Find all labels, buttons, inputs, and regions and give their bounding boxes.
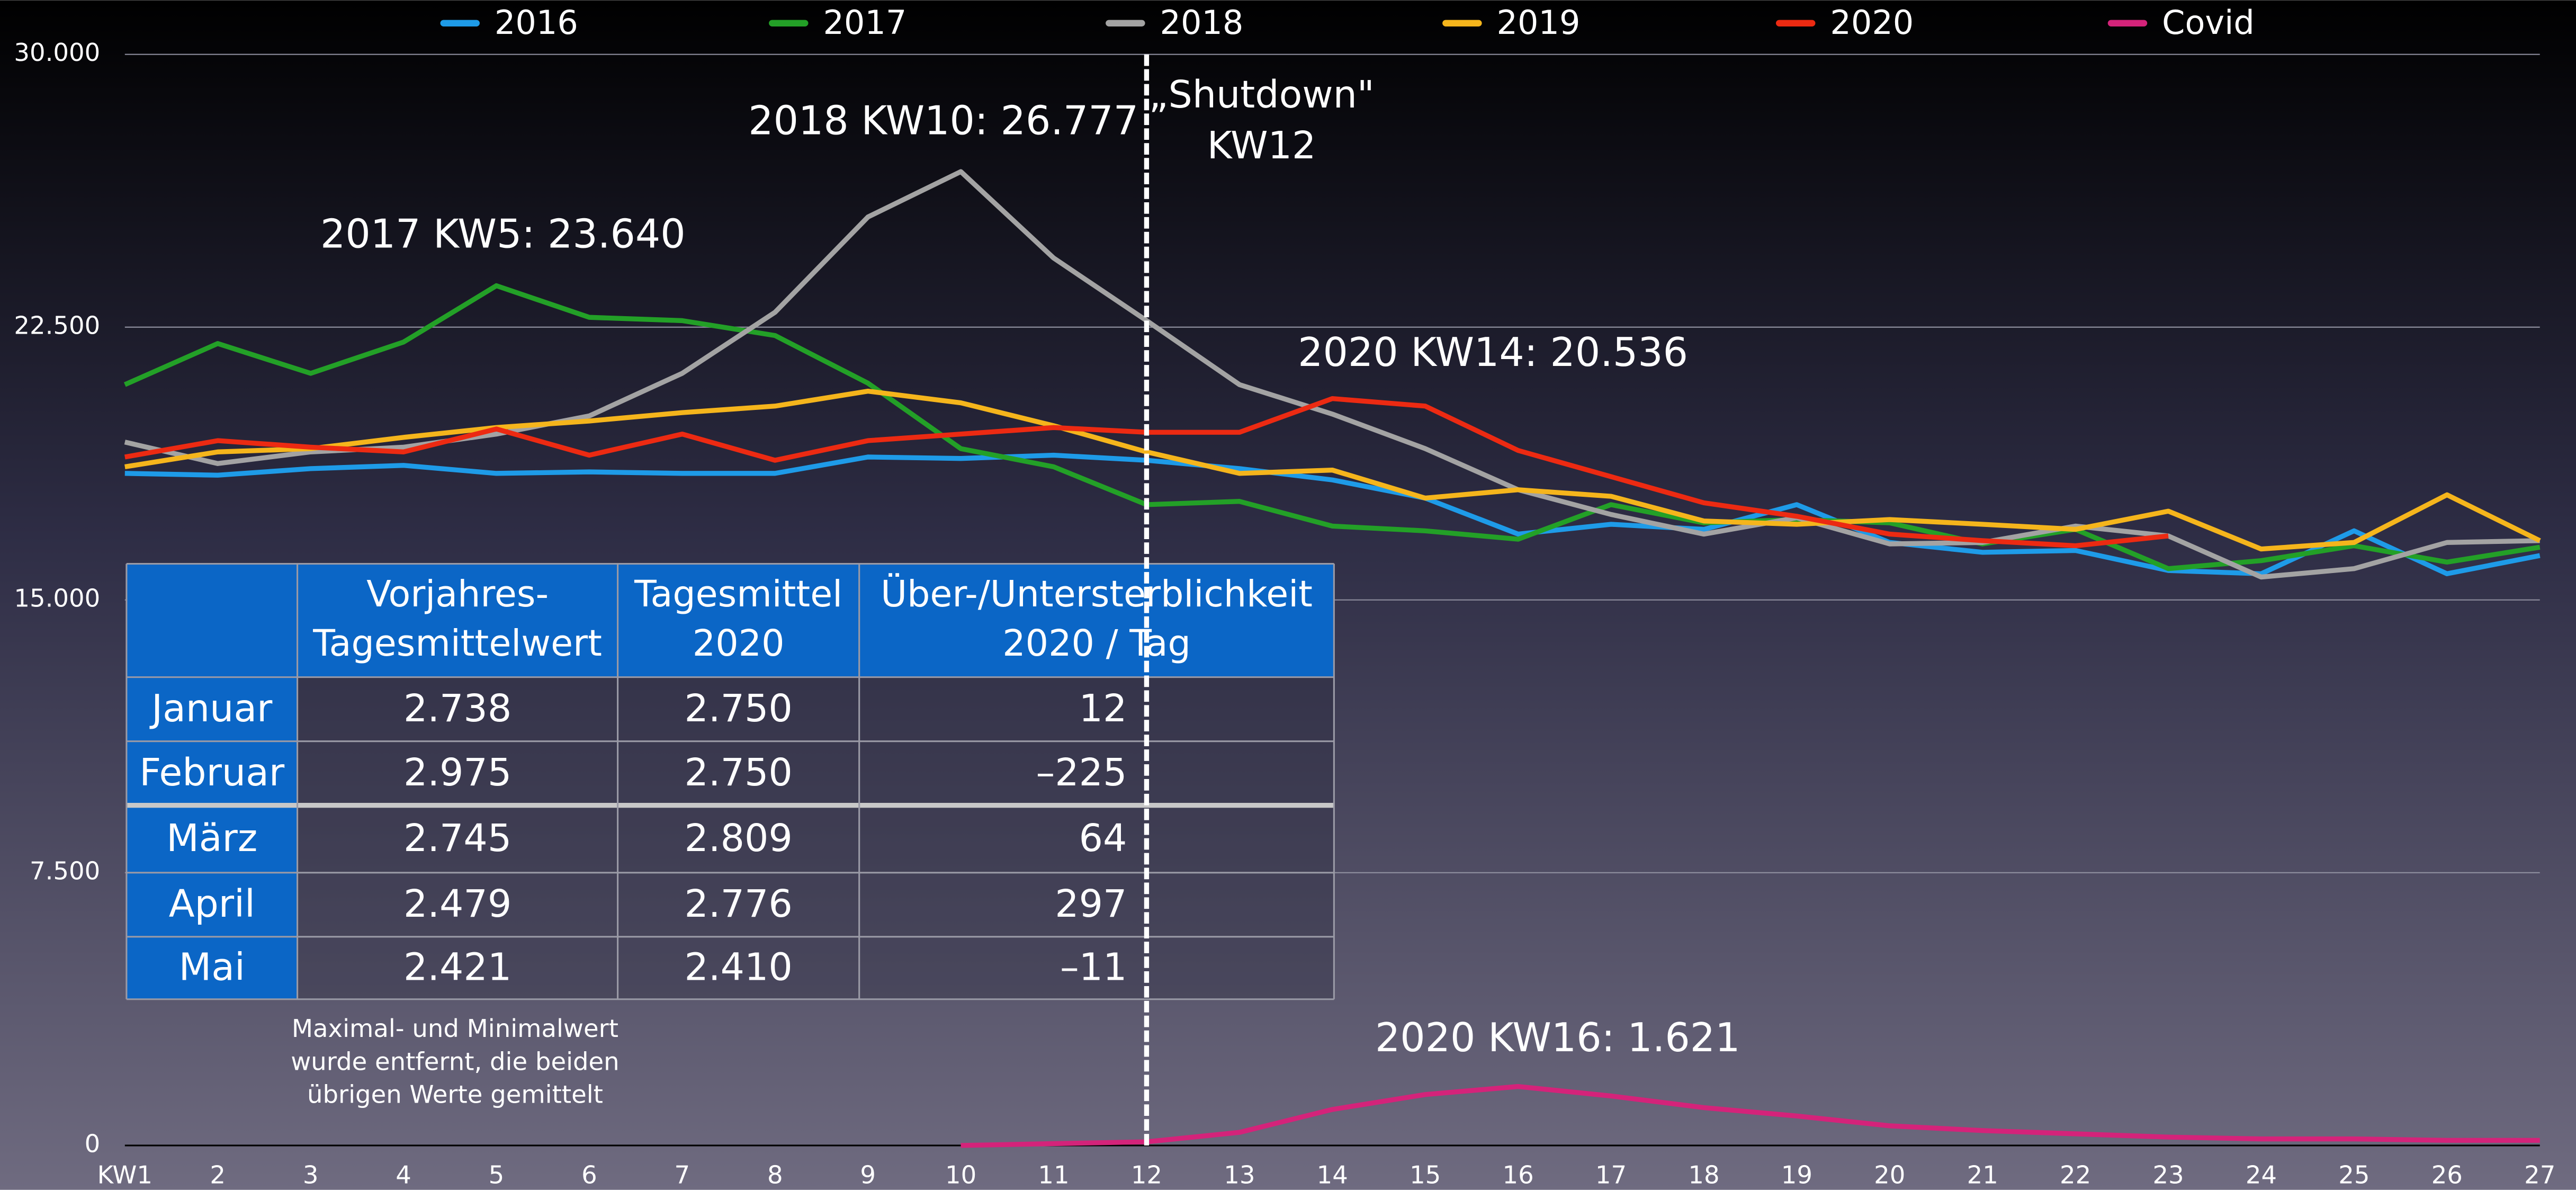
table-row-label: März [166, 816, 257, 860]
series-line [124, 388, 2541, 552]
x-tick-label: 7 [675, 1160, 690, 1189]
table-cell: 2.479 [403, 882, 511, 926]
x-tick-label: 27 [2524, 1160, 2555, 1189]
table-row-label: Februar [139, 750, 285, 794]
x-tick-label: 3 [303, 1160, 319, 1189]
legend-label: 2016 [495, 3, 578, 42]
x-tick-label: 21 [1967, 1160, 1998, 1189]
x-tick-label: 26 [2431, 1160, 2463, 1189]
legend-label: 2018 [1160, 3, 1243, 42]
x-tick-label: 11 [1038, 1160, 1069, 1189]
series-line [124, 452, 2541, 577]
table-row-label: April [169, 882, 255, 926]
legend-label: Covid [2162, 3, 2255, 42]
x-tick-label: 24 [2246, 1160, 2277, 1189]
x-tick-label: 12 [1131, 1160, 1162, 1189]
x-tick-label: 9 [860, 1160, 876, 1189]
x-tick-label: KW1 [97, 1160, 152, 1189]
table-header: 2020 / Tag [1002, 623, 1191, 665]
table-header: Vorjahres- [366, 574, 549, 615]
x-tick-label: 18 [1688, 1160, 1719, 1189]
table-cell: 2.745 [403, 816, 511, 860]
x-tick-label: 5 [489, 1160, 505, 1189]
legend-label: 2017 [823, 3, 906, 42]
x-tick-label: 14 [1317, 1160, 1348, 1189]
y-tick-label: 22.500 [14, 311, 100, 339]
table-cell: 297 [1055, 882, 1127, 926]
shutdown-label: „Shutdown" [1149, 73, 1375, 117]
x-tick-label: 19 [1781, 1160, 1812, 1189]
table-cell: 64 [1079, 816, 1127, 860]
x-tick-label: 13 [1224, 1160, 1255, 1189]
annotation: 2020 KW16: 1.621 [1375, 1015, 1740, 1061]
table-row-label: Mai [179, 945, 245, 989]
table-cell: 2.975 [403, 750, 511, 794]
table-cell: –11 [1060, 945, 1127, 989]
annotation: Maximal- und Minimalwert [292, 1014, 618, 1043]
x-tick-label: 8 [767, 1160, 783, 1189]
table-cell: 2.750 [685, 750, 793, 794]
y-tick-label: 30.000 [14, 38, 100, 67]
x-tick-label: 2 [210, 1160, 226, 1189]
table-body-bg [297, 677, 1334, 999]
table-cell: 2.421 [403, 945, 511, 989]
y-tick-label: 15.000 [14, 584, 100, 612]
x-tick-label: 6 [581, 1160, 597, 1189]
x-tick-label: 23 [2152, 1160, 2184, 1189]
table-cell: 12 [1079, 686, 1127, 730]
table-cell: 2.809 [685, 816, 793, 860]
series-line [123, 283, 2541, 571]
annotation: 2017 KW5: 23.640 [320, 211, 686, 257]
table-cell: –225 [1036, 750, 1127, 794]
annotation: wurde entfernt, die beiden [291, 1047, 619, 1076]
y-tick-label: 0 [85, 1129, 101, 1158]
table-cell: 2.410 [685, 945, 793, 989]
table-cell: 2.776 [685, 882, 793, 926]
table-row-label: Januar [149, 686, 273, 730]
x-tick-label: 22 [2060, 1160, 2091, 1189]
data-table: Vorjahres- Tagesmittelwert Tagesmittel 2020… [125, 562, 1335, 1000]
legend-label: 2019 [1497, 3, 1581, 42]
annotation: 2018 KW10: 26.777 [748, 98, 1138, 144]
x-tick-label: 10 [945, 1160, 976, 1189]
legend-label: 2020 [1830, 3, 1914, 42]
table-first-col-bg [126, 677, 298, 999]
table-header: Tagesmittelwert [312, 623, 602, 665]
table-cell: 2.750 [685, 686, 793, 730]
table-header: Tagesmittel [634, 574, 842, 615]
annotation: übrigen Werte gemittelt [307, 1080, 603, 1108]
x-tick-label: 25 [2338, 1160, 2369, 1189]
y-tick-label: 7.500 [30, 856, 100, 885]
x-tick-label: 17 [1595, 1160, 1627, 1189]
x-tick-label: 16 [1503, 1160, 1534, 1189]
table-header: 2020 [693, 623, 785, 665]
x-tick-label: 15 [1410, 1160, 1441, 1189]
shutdown-label: KW12 [1207, 123, 1316, 167]
annotation: 2020 KW14: 20.536 [1298, 329, 1688, 375]
table-cell: 2.738 [403, 686, 511, 730]
series-line [124, 169, 2540, 580]
x-tick-label: 20 [1874, 1160, 1905, 1189]
table-header: Über-/Untersterblichkeit [881, 574, 1313, 615]
series-line [961, 1084, 2540, 1148]
x-tick-label: 4 [396, 1160, 411, 1189]
table-header-bg [126, 563, 1334, 677]
